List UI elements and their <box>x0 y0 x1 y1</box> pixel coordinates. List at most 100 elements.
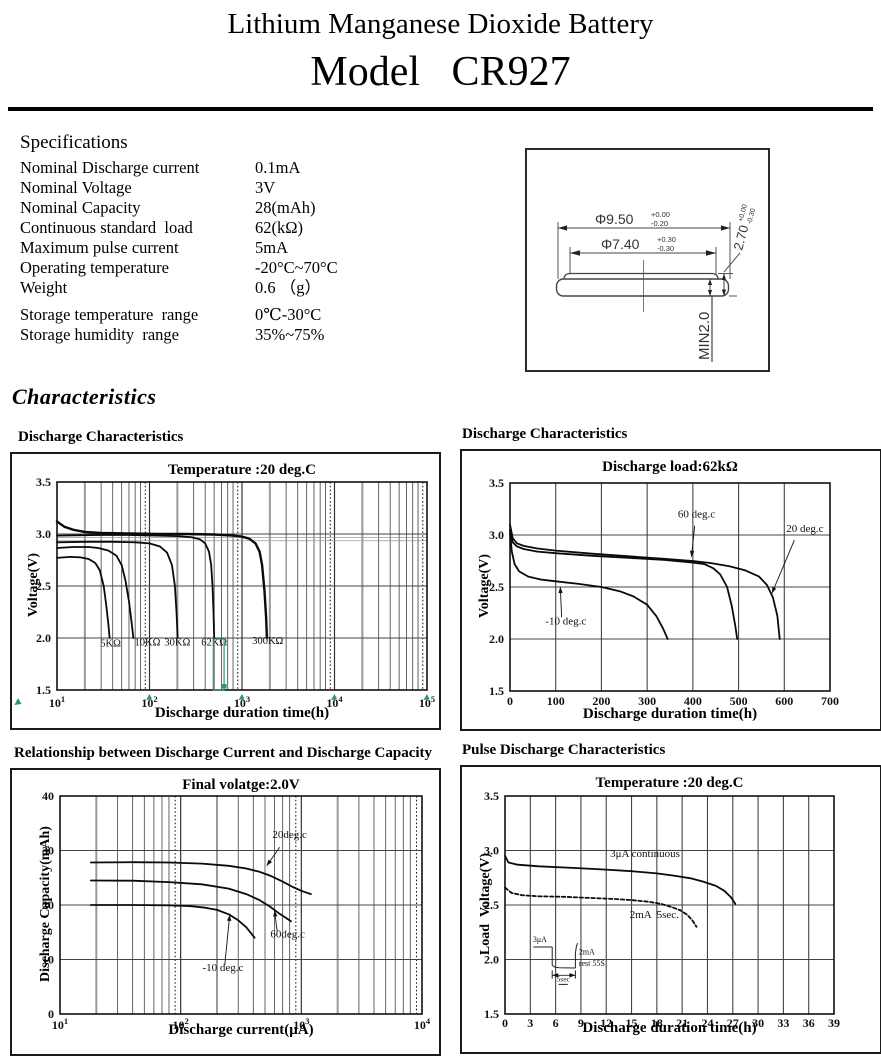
annotation-arrow <box>224 914 231 965</box>
y-tick-label: 2.5 <box>484 898 499 912</box>
spec-row: Nominal Voltage 3V <box>20 178 440 198</box>
y-tick-label: 2.0 <box>489 632 504 646</box>
chart-header: Relationship between Discharge Current a… <box>14 745 433 761</box>
x-tick-label: 33 <box>777 1016 789 1030</box>
x-tick-label: 36 <box>803 1016 815 1030</box>
y-tick-label: 2.0 <box>36 631 51 645</box>
y-tick-label: 1.5 <box>489 684 504 698</box>
chart-title: Temperature :20 deg.C <box>595 775 744 791</box>
spec-label: Maximum pulse current <box>20 238 179 257</box>
spec-value: 5mA <box>255 238 288 257</box>
annotation-label: 2mA 5sec. <box>630 909 679 921</box>
battery-drawing-box: Φ9.50 +0.00 -0.20 Φ7.40 +0.30 -0.30 2.70… <box>525 148 770 372</box>
characteristics-heading: Characteristics <box>12 384 157 409</box>
arrowhead-icon <box>721 225 730 231</box>
y-tick-label: 10 <box>42 953 54 967</box>
series--10 deg.c <box>89 904 256 939</box>
x-tick-label: 0 <box>502 1016 508 1030</box>
arrowhead-icon <box>273 910 278 917</box>
series-10KΩ <box>56 546 135 639</box>
divider <box>8 107 873 111</box>
x-axis-title: Discharge duration time(h) <box>154 705 330 721</box>
curve-label: 5KΩ <box>100 638 121 649</box>
x-tick-label: 15 <box>626 1016 638 1030</box>
series-300KΩ <box>55 520 269 640</box>
series-62KΩ <box>56 534 216 639</box>
chart-title: Discharge load:62kΩ <box>602 459 738 475</box>
spec-value: 28(mAh) <box>255 198 316 217</box>
chart-title: Final volatge:2.0V <box>182 777 300 793</box>
annotation-arrow <box>771 540 795 594</box>
curve-label: 30KΩ <box>164 637 190 648</box>
spec-row: Nominal Capacity 28(mAh) <box>20 198 440 218</box>
battery-body-outline <box>555 278 730 297</box>
y-tick-label: 3.0 <box>36 527 51 541</box>
plot-border <box>59 795 423 1015</box>
spec-row: Storage humidity range 35%~75% <box>20 325 440 345</box>
x-tick-label: 27 <box>727 1016 739 1030</box>
spec-row: Nominal Discharge current 0.1mA <box>20 158 440 178</box>
series-20deg.c <box>89 861 312 895</box>
y-tick-label: 2.0 <box>484 953 499 967</box>
y-tick-label: 3.0 <box>484 844 499 858</box>
annotation-label: -10 deg.c <box>545 615 586 627</box>
page-title: Lithium Manganese Dioxide Battery <box>227 8 654 40</box>
chart-frame: 5KΩ 10KΩ 30KΩ 62KΩ 300KΩ 101 102 103 104 105 3.5 3.… <box>10 452 441 730</box>
inner-tolerance-lower: -0.30 <box>657 244 674 253</box>
series-2mA 5sec. <box>504 886 698 928</box>
y-tick-label: 1.5 <box>36 683 51 697</box>
spec-label: Nominal Capacity <box>20 198 141 217</box>
x-tick-label: 6 <box>553 1016 559 1030</box>
spec-row: Continuous standard load 62(kΩ) <box>20 218 440 238</box>
y-tick-label: 2.5 <box>36 579 51 593</box>
y-axis-title: Voltage(V) <box>477 553 492 619</box>
y-tick-label: 2.5 <box>489 580 504 594</box>
height-label: 2.70 <box>730 223 751 251</box>
chart-frame: 60 deg.c 20 deg.c -10 deg.c 0 100 200 300 400 50… <box>460 449 881 731</box>
arrowhead-icon <box>771 586 777 594</box>
leader-line <box>723 252 741 273</box>
spec-label: Operating temperature <box>20 258 169 277</box>
x-tick-label: 100 <box>547 694 565 708</box>
spec-row: Operating temperature -20°C~70°C <box>20 258 440 278</box>
chart-discharge-by-temperature: Discharge Characteristics 60 deg.c 20 deg… <box>460 426 881 731</box>
x-axis-title: Discharge duration time(h) <box>582 706 758 722</box>
x-tick-label: 24 <box>701 1016 713 1030</box>
green-mark-artifact <box>238 694 245 700</box>
x-tick-label: 300 <box>638 694 656 708</box>
spec-row: Storage temperature range 0℃-30°C <box>20 305 440 325</box>
chart-discharge-by-load: Discharge Characteristics 5KΩ 10KΩ 30KΩ 62K… <box>10 429 441 730</box>
chart-frame: 20deg.c 60deg.c -10 deg.c 101 102 103 104 40 30 2… <box>10 768 441 1056</box>
battery-dimension-drawing: Φ9.50 +0.00 -0.20 Φ7.40 +0.30 -0.30 2.70… <box>555 204 757 362</box>
x-axis-title: Discharge current(μA) <box>168 1022 314 1038</box>
plot-border <box>504 795 835 1015</box>
selection-handle-artifact <box>222 684 227 689</box>
plot-border <box>509 482 831 692</box>
spec-value: 35%~75% <box>255 325 325 344</box>
chart-pulse-discharge: Pulse Discharge Characteristics 3μA cont… <box>460 742 881 1054</box>
spec-label: Storage humidity range <box>20 325 180 344</box>
selection-box-artifact <box>212 638 225 691</box>
height-tolerance-lower: -0.30 <box>746 208 757 225</box>
y-tick-label: 1.5 <box>484 1007 499 1021</box>
series-60 deg.c <box>509 528 739 640</box>
y-tick-label: 20 <box>42 898 54 912</box>
arrowhead-icon <box>721 273 727 280</box>
curve-label: 10KΩ <box>134 637 160 648</box>
pulse-waveform-label: 3μA <box>533 935 547 944</box>
annotation-label: -10 deg.c <box>202 962 243 974</box>
y-tick-label: 30 <box>42 844 54 858</box>
x-tick-label: 600 <box>775 694 793 708</box>
annotation-label: 20 deg.c <box>786 523 823 535</box>
chart-header: Discharge Characteristics <box>18 429 184 445</box>
x-tick-label: 500 <box>730 694 748 708</box>
outer-tolerance-upper: +0.00 <box>651 210 670 219</box>
y-tick-label: 0 <box>48 1007 54 1021</box>
spec-value: 0℃-30°C <box>255 305 322 324</box>
pulse-waveform-label: 5sec <box>557 974 571 983</box>
series-5KΩ <box>56 556 111 639</box>
y-tick-label: 3.5 <box>36 475 51 489</box>
